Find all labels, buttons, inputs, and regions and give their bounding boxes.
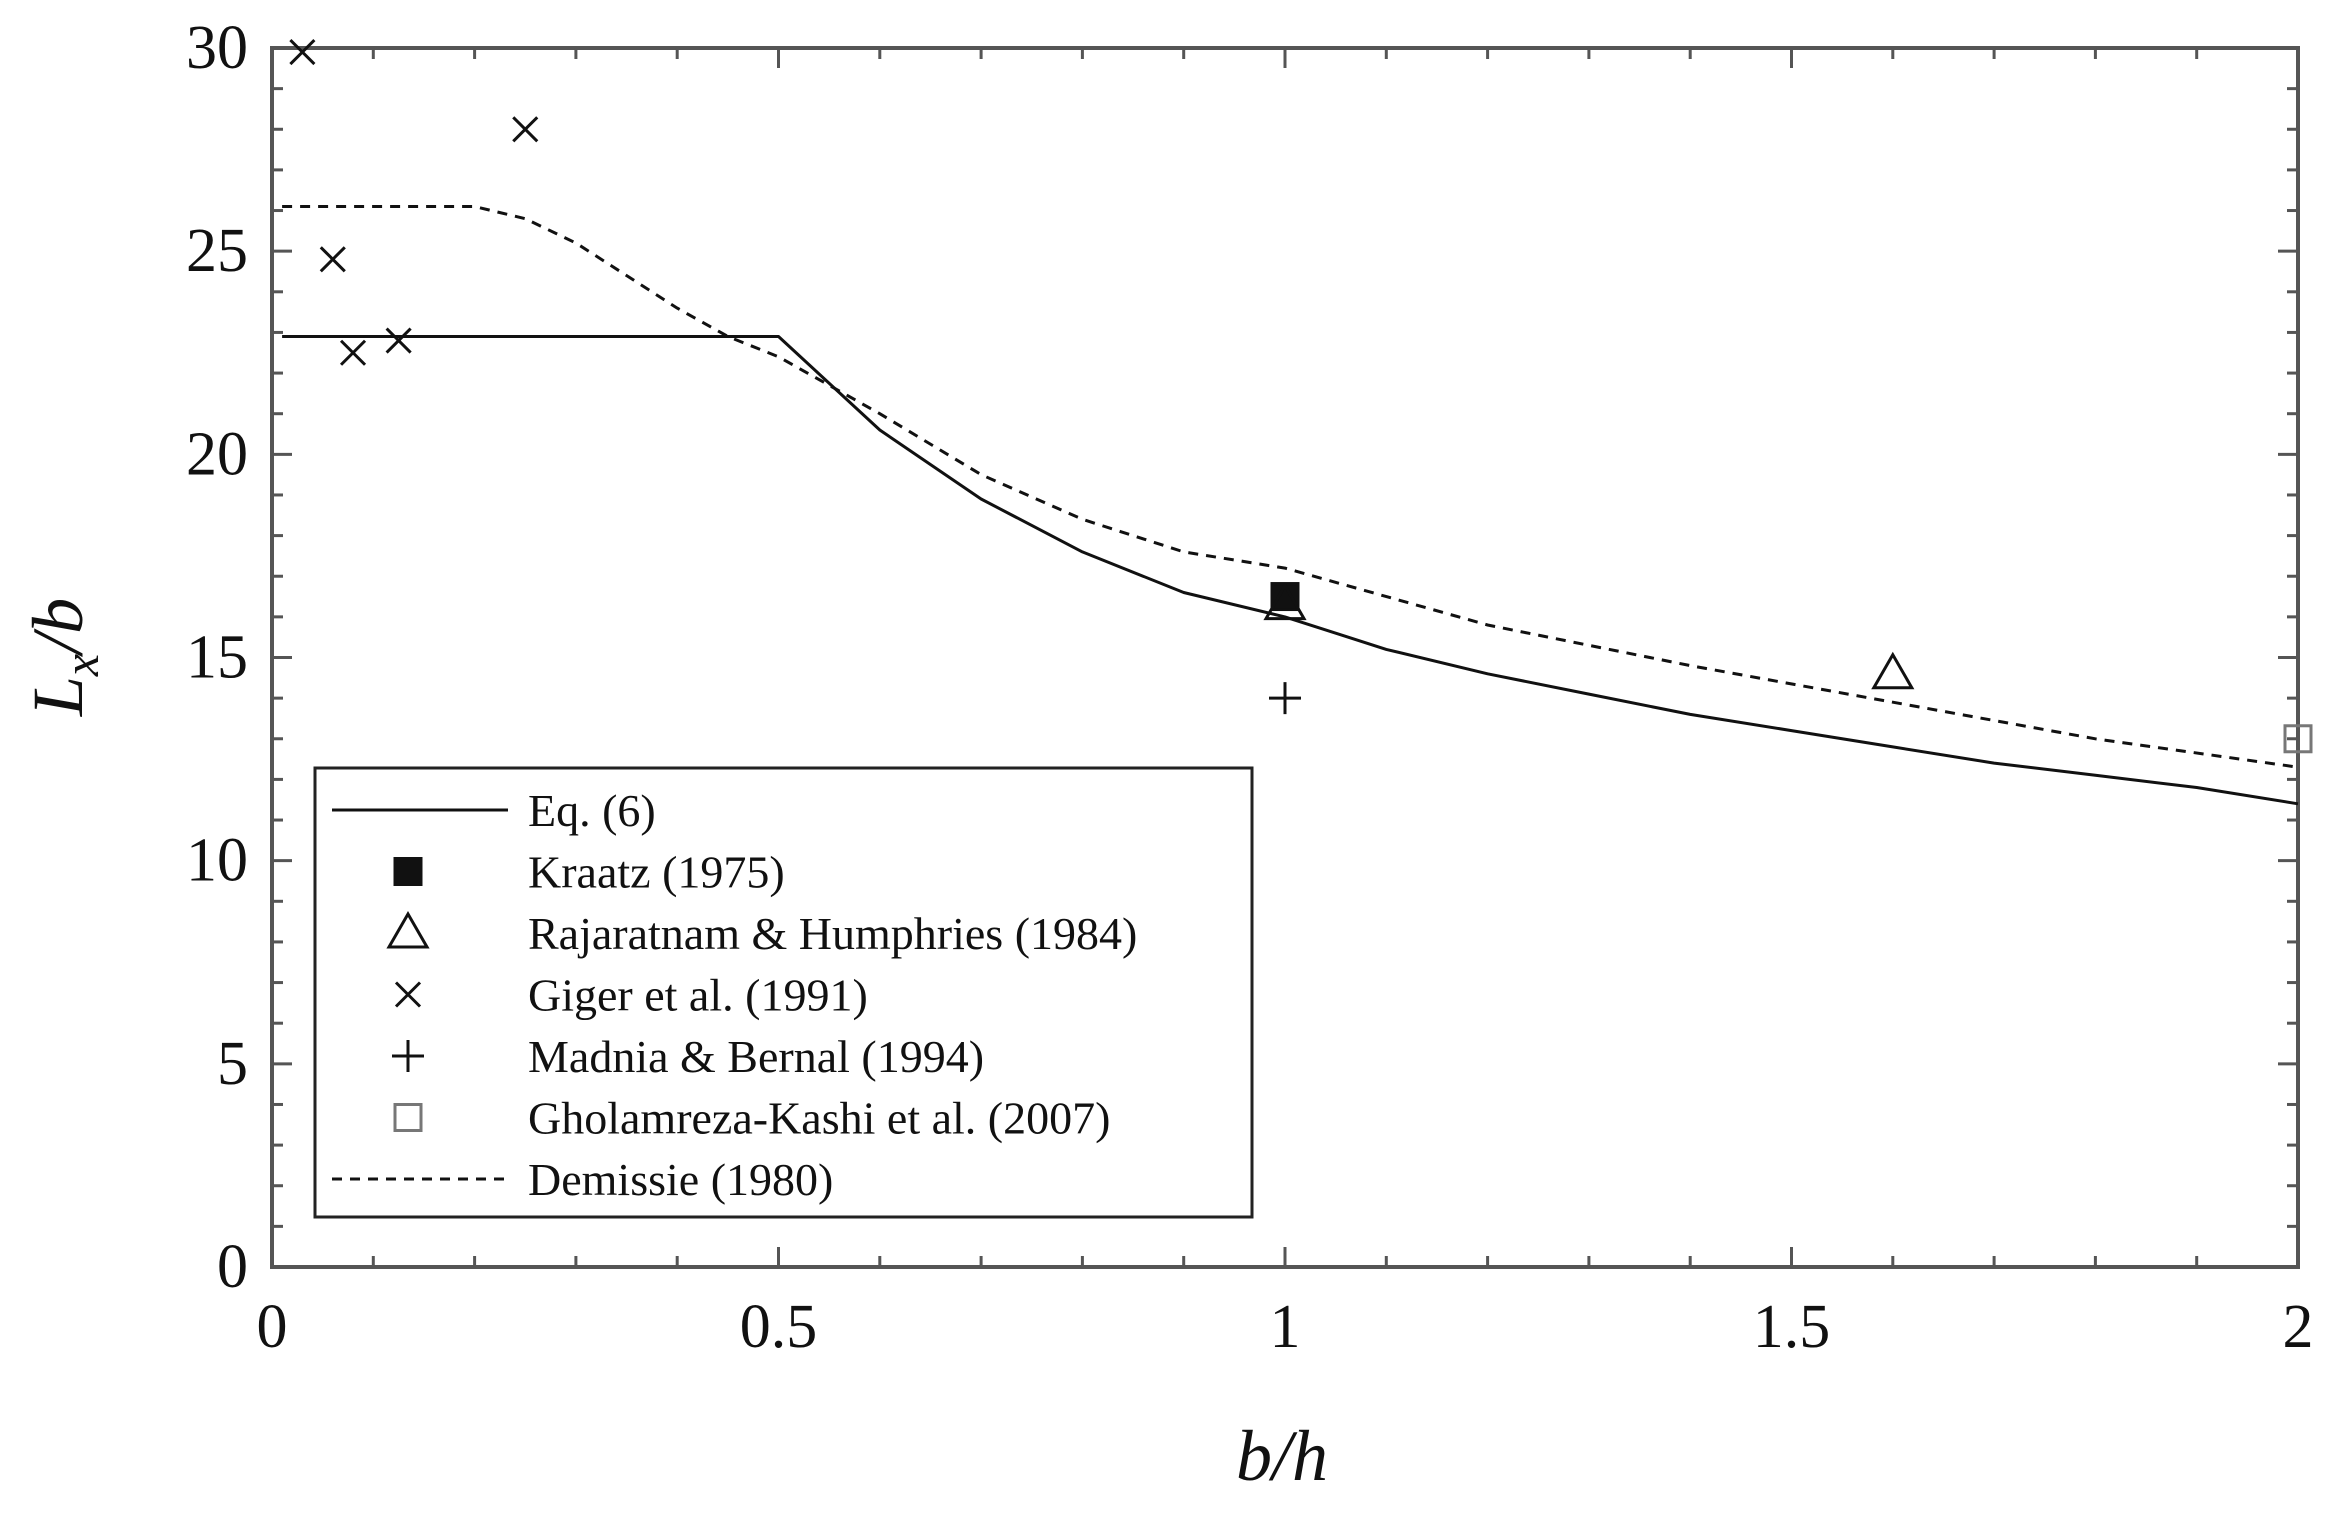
series-line-demissie-1980 (282, 205, 2299, 769)
legend-label: Giger et al. (1991) (528, 970, 868, 1021)
data-point-giger-et-al-1991 (289, 39, 316, 66)
y-axis-label-sub: x (53, 654, 109, 677)
x-axis-ticks: 0 0.5 1 1.5 2 (257, 48, 2314, 1361)
legend-marker-sample (394, 981, 422, 1008)
data-point-giger-et-al-1991 (385, 327, 412, 354)
y-tick-label: 10 (186, 827, 248, 895)
y-tick-label: 15 (186, 624, 248, 692)
legend-item-madnia-bernal-1994: Madnia & Bernal (1994) (392, 1031, 984, 1082)
x-axis-label: b/h (1236, 1416, 1328, 1496)
data-point-giger-et-al-1991 (339, 339, 367, 366)
y-tick-label: 30 (186, 14, 248, 82)
y-tick-label: 20 (186, 420, 248, 488)
legend-entries: Eq. (6) Kraatz (1975) Rajaratnam & Humphri… (332, 785, 1137, 1205)
legend-label: Eq. (6) (528, 785, 656, 836)
data-point-gholamreza-kashi-et-al-2007 (2283, 724, 2313, 754)
y-axis-ticks: 0 5 10 15 20 25 30 (186, 14, 2298, 1301)
axes: 0 0.5 1 1.5 2 0 5 10 15 20 25 30 (186, 14, 2314, 1361)
data-point-giger-et-al-1991 (512, 116, 539, 143)
legend-item-eq-6: Eq. (6) (332, 785, 656, 836)
legend-label: Demissie (1980) (528, 1154, 833, 1205)
series-layer (282, 39, 2313, 806)
y-axis-label: Lx/b (18, 598, 109, 717)
legend-item-kraatz-1975: Kraatz (1975) (393, 847, 785, 898)
data-point-giger-et-al-1991 (319, 246, 346, 273)
legend-label: Madnia & Bernal (1994) (528, 1031, 984, 1082)
y-tick-label: 5 (217, 1030, 248, 1098)
y-tick-label: 0 (217, 1233, 248, 1301)
legend: Eq. (6) Kraatz (1975) Rajaratnam & Humphri… (313, 766, 1254, 1219)
legend-marker-sample (386, 910, 430, 949)
legend-item-giger-et-al-1991: Giger et al. (1991) (394, 970, 868, 1021)
legend-label: Rajaratnam & Humphries (1984) (528, 908, 1137, 959)
x-tick-label: 0 (257, 1293, 288, 1361)
legend-marker-sample (393, 1103, 423, 1132)
legend-item-gholamreza-kashi-et-al-2007: Gholamreza-Kashi et al. (2007) (393, 1093, 1110, 1144)
x-tick-label: 1 (1270, 1293, 1301, 1361)
data-point-madnia-bernal-1994 (1269, 682, 1301, 715)
data-point-rajaratnam-humphries-1984 (1871, 651, 1915, 690)
legend-marker-sample (393, 857, 423, 886)
legend-marker-sample (392, 1040, 424, 1072)
y-axis-label-main: L (18, 676, 98, 717)
y-axis-label-tail: /b (18, 598, 98, 658)
x-tick-label: 0.5 (740, 1293, 818, 1361)
y-tick-label: 25 (186, 217, 248, 285)
legend-item-rajaratnam-humphries-1984: Rajaratnam & Humphries (1984) (386, 908, 1137, 959)
legend-item-demissie-1980: Demissie (1980) (332, 1154, 833, 1205)
x-tick-label: 1.5 (1753, 1293, 1831, 1361)
x-tick-label: 2 (2283, 1293, 2314, 1361)
series-line-eq-6 (282, 335, 2299, 806)
data-point-rajaratnam-humphries-1984 (1263, 582, 1307, 621)
legend-label: Kraatz (1975) (528, 847, 785, 898)
legend-label: Gholamreza-Kashi et al. (2007) (528, 1093, 1110, 1144)
legend-box (313, 766, 1254, 1219)
